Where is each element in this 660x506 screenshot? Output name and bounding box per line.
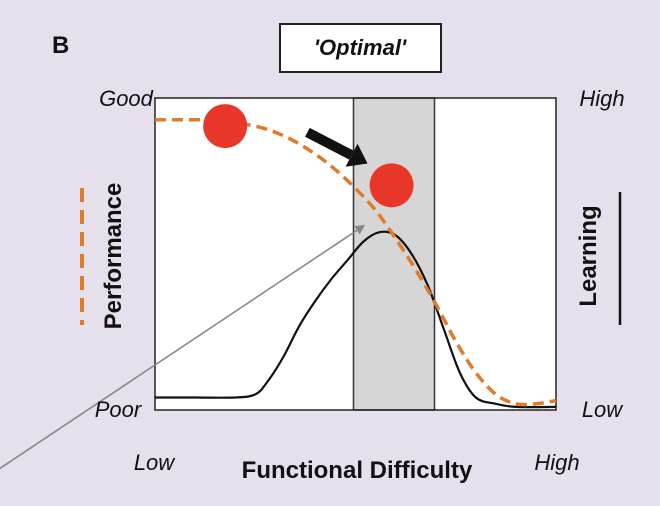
right-axis-label: Learning [575, 205, 602, 306]
left-axis-top-label: Good [99, 86, 154, 111]
left-axis-bottom-label: Poor [95, 397, 143, 422]
plot-frame [154, 97, 557, 411]
panel-label: B [52, 32, 69, 59]
progress-arrow-head [345, 143, 368, 167]
pointer-arrow [0, 224, 366, 470]
left-axis-label: Performance [100, 183, 127, 330]
performance-curve [155, 117, 557, 407]
chart-title: 'Optimal' [314, 35, 407, 60]
title-box [279, 23, 442, 73]
progress-arrow [305, 127, 368, 167]
learning-curve [155, 230, 557, 409]
right-axis-bottom-label: Low [582, 397, 624, 422]
x-axis-label: Functional Difficulty [242, 457, 473, 484]
optimal-zone [352, 97, 436, 411]
progress-arrow-shaft [305, 127, 354, 160]
start-point-marker [203, 104, 248, 149]
right-axis-top-label: High [579, 86, 624, 111]
x-tick-low: Low [134, 450, 176, 475]
optimal-point-marker [369, 163, 414, 208]
x-tick-high: High [534, 450, 579, 475]
